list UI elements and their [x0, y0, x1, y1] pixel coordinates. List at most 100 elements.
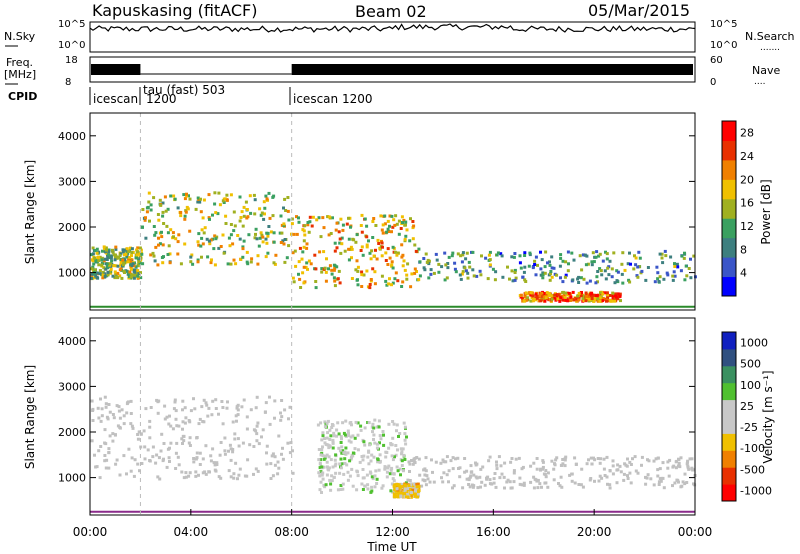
- velocity-cell: [469, 464, 473, 468]
- velocity-cell: [479, 485, 482, 489]
- velocity-cell: [326, 443, 330, 447]
- power-cell: [183, 214, 187, 218]
- velocity-cell: [338, 449, 342, 453]
- velocity-cell: [481, 465, 485, 469]
- velocity-cell: [553, 463, 557, 467]
- power-cell: [567, 262, 570, 266]
- power-cell: [637, 250, 641, 254]
- power-cell: [578, 254, 582, 258]
- power-cell: [584, 263, 588, 267]
- power-cell: [603, 297, 607, 301]
- velocity-cell: [228, 443, 232, 447]
- velocity-cell: [596, 457, 600, 460]
- velocity-cell: [146, 448, 150, 452]
- velocity-cell: [387, 446, 391, 450]
- power-cell: [334, 228, 338, 232]
- velocity-cell: [692, 482, 695, 486]
- velocity-cell: [359, 424, 363, 428]
- power-cell: [487, 253, 491, 257]
- power-cell: [519, 295, 523, 299]
- velocity-cell: [323, 437, 326, 440]
- velocity-colorbar-swatch: [722, 365, 736, 384]
- power-cell: [165, 224, 169, 228]
- velocity-cell: [140, 462, 144, 465]
- power-cell: [213, 191, 217, 195]
- velocity-cell: [198, 451, 202, 455]
- power-cell: [400, 285, 404, 288]
- velocity-cell: [341, 449, 345, 453]
- velocity-cell: [338, 471, 342, 475]
- velocity-cell: [559, 463, 563, 467]
- power-cell: [320, 267, 324, 271]
- velocity-cell: [494, 485, 498, 489]
- velocity-cell: [541, 465, 545, 469]
- velocity-cell: [402, 421, 406, 425]
- power-cell: [355, 233, 359, 237]
- velocity-cell: [349, 457, 353, 461]
- power-cell: [298, 246, 302, 250]
- power-cell: [371, 220, 375, 223]
- velocity-cell: [234, 461, 238, 465]
- power-cell: [381, 245, 384, 249]
- velocity-cell: [372, 455, 376, 459]
- velocity-cell: [391, 420, 395, 423]
- velocity-cell: [441, 480, 445, 484]
- power-cell: [527, 264, 531, 268]
- power-cell: [168, 261, 172, 265]
- velocity-cell: [344, 446, 348, 450]
- power-cell: [229, 233, 233, 237]
- power-cell: [129, 265, 133, 269]
- power-cell: [531, 294, 535, 298]
- velocity-colorbar-tick: -1000: [740, 484, 772, 497]
- power-colorbar-swatch: [722, 121, 736, 141]
- velocity-colorbar-tick: -100: [740, 442, 765, 455]
- velocity-cell: [378, 441, 381, 445]
- power-cell: [545, 294, 549, 298]
- power-cell: [157, 236, 160, 240]
- velocity-cell: [252, 472, 255, 476]
- power-cell: [374, 248, 377, 252]
- power-cell: [656, 271, 660, 275]
- power-cell: [360, 270, 364, 274]
- power-cell: [90, 267, 94, 271]
- velocity-cell: [347, 434, 351, 438]
- power-cell: [601, 292, 605, 296]
- velocity-cell: [320, 491, 323, 494]
- velocity-cell: [202, 420, 206, 424]
- power-cell: [120, 276, 124, 280]
- velocity-cell: [386, 466, 390, 470]
- power-cell: [104, 246, 108, 250]
- velocity-cell: [209, 459, 213, 463]
- power-cell: [593, 298, 597, 301]
- power-heatmap: [90, 113, 697, 310]
- velocity-cell: [647, 459, 651, 463]
- power-cell: [556, 297, 560, 301]
- power-colorbar-frame: [721, 120, 737, 297]
- power-cell: [523, 295, 527, 299]
- power-cell: [104, 267, 108, 271]
- power-cell: [384, 279, 388, 283]
- velocity-cell: [91, 419, 95, 422]
- power-cell: [272, 261, 276, 265]
- velocity-cell: [204, 401, 208, 405]
- velocity-cell: [286, 441, 290, 445]
- power-cell: [297, 220, 301, 224]
- power-cell: [282, 242, 286, 246]
- power-cell: [156, 213, 160, 216]
- velocity-cell: [328, 478, 332, 482]
- velocity-cell: [331, 423, 335, 427]
- velocity-cell: [628, 460, 632, 464]
- velocity-cell: [321, 431, 325, 435]
- velocity-cell: [94, 465, 98, 469]
- power-cell: [225, 193, 229, 197]
- velocity-cell: [451, 467, 455, 471]
- power-cell: [233, 224, 237, 228]
- velocity-cell: [326, 431, 330, 435]
- power-cell: [380, 274, 384, 278]
- power-cell: [345, 222, 349, 226]
- power-cell: [217, 191, 221, 195]
- velocity-cell: [432, 480, 436, 484]
- velocity-cell: [430, 458, 433, 462]
- nave-block-late: [291, 64, 693, 75]
